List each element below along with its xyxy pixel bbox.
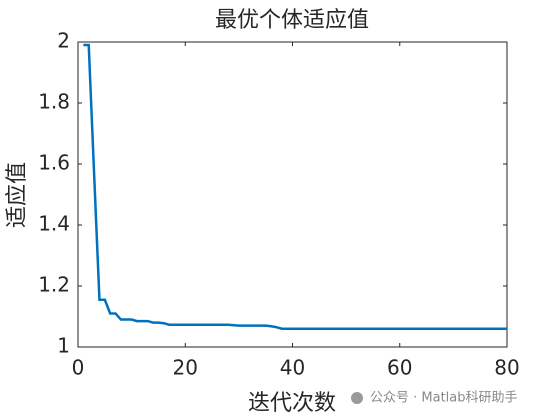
watermark-icon — [351, 392, 363, 404]
data-line — [83, 43, 507, 330]
y-tick-label: 1.6 — [38, 151, 70, 175]
watermark: 公众号 · Matlab科研助手 — [351, 391, 518, 406]
y-tick-label: 1.2 — [38, 273, 70, 297]
x-axis-label: 迭代次数 — [248, 391, 336, 416]
axes-box — [77, 41, 508, 348]
x-tick-label: 0 — [72, 356, 85, 380]
y-tick-label: 1.8 — [38, 90, 70, 114]
y-tick-label: 1.4 — [38, 212, 70, 236]
x-tick-label: 20 — [173, 356, 198, 380]
y-axis-label: 适应值 — [5, 162, 30, 228]
x-tick-label: 40 — [280, 356, 305, 380]
y-tick-label: 2 — [57, 29, 70, 53]
x-tick-label: 60 — [387, 356, 412, 380]
x-tick-label: 80 — [494, 356, 519, 380]
y-tick-label: 1 — [57, 334, 70, 358]
chart-title: 最优个体适应值 — [215, 8, 369, 33]
watermark-text: 公众号 · Matlab科研助手 — [370, 391, 518, 406]
